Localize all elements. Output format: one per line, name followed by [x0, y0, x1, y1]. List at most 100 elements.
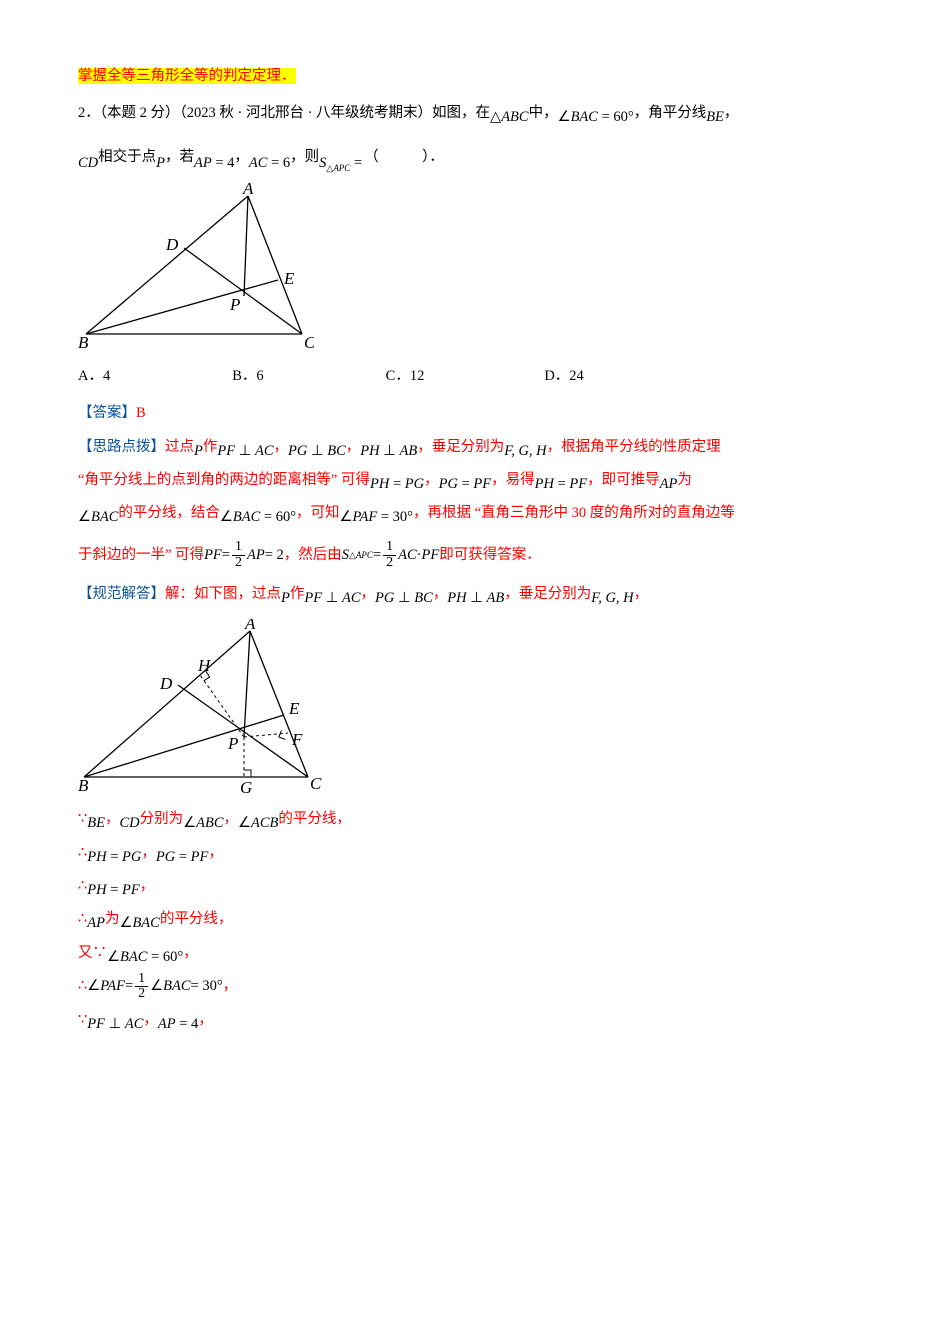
ang-bac: ∠BAC = 60°	[558, 101, 634, 134]
hint-l2: “角平分线上的点到角的两边的距离相等” 可得	[78, 464, 370, 497]
s7c: ，	[198, 1004, 213, 1037]
answer-line: 【答案】B	[78, 397, 872, 430]
s6-therefore: ∴	[78, 970, 87, 1003]
q-ap: AP = 4	[194, 147, 234, 180]
top-note: 掌握全等三角形全等的判定定理．	[78, 60, 872, 93]
solve-l1d: ，	[634, 578, 649, 611]
hint-bracket: 【思路点拨】	[78, 431, 165, 464]
s4-therefore: ∴	[78, 903, 87, 936]
s1e: 的平分线，	[278, 803, 351, 836]
hint-line3: ∠BAC 的平分线，结合 ∠BAC = 60° ，可知 ∠PAF = 30° ，…	[78, 497, 872, 530]
hint-l3c: ，可知	[296, 497, 340, 530]
s2-pgpf: PG = PF	[156, 841, 209, 874]
tri-abc: △△ABCABC	[490, 101, 529, 134]
q-l2a: 相交于点	[98, 141, 156, 174]
solve-ph: PH ⊥ AB	[447, 582, 504, 615]
s4-ap: AP	[87, 907, 105, 940]
s2b: ，	[141, 837, 156, 870]
hint-l2b: 为	[677, 464, 692, 497]
s3-phpf: PH = PF	[87, 874, 140, 907]
s7-ap: AP = 4	[158, 1008, 198, 1041]
hint-c4: ，易得	[491, 464, 535, 497]
solve-line1: 【规范解答】 解：如下图，过点 P 作 PF ⊥ AC ， PG ⊥ BC ， …	[78, 578, 872, 611]
hint-l1c: ，垂足分别为	[417, 431, 504, 464]
hint-l1d: ，根据角平分线的性质定理	[547, 431, 721, 464]
q-cd: CD	[78, 147, 98, 180]
solve-l1b: 作	[290, 578, 305, 611]
hint-pf: PF ⊥ AC	[217, 435, 273, 468]
svg-text:E: E	[283, 269, 295, 288]
hint-pf-eq: PF = 12 AP = 2	[204, 539, 284, 572]
svg-text:H: H	[197, 656, 212, 675]
figure-1: ABCDEP	[78, 182, 872, 354]
hint-pgpf: PG = PF	[439, 468, 492, 501]
svg-text:C: C	[304, 333, 314, 352]
highlight-text: 掌握全等三角形全等的判定定理．	[78, 68, 296, 84]
hint-ph: PH ⊥ AB	[360, 435, 417, 468]
s2-therefore: ∴	[78, 837, 87, 870]
hint-line2: “角平分线上的点到角的两边的距离相等” 可得 PH = PG ， PG = PF…	[78, 464, 872, 497]
q-ac: AC = 6	[249, 147, 290, 180]
hint-l1b: 作	[203, 431, 218, 464]
hint-p: P	[194, 435, 203, 468]
option-b[interactable]: B．6	[232, 360, 263, 393]
hint-paf30: ∠PAF = 30°	[340, 501, 413, 534]
solve-l1c: ，垂足分别为	[504, 578, 591, 611]
s2-phpg: PH = PG	[87, 841, 141, 874]
s7-because: ∵	[78, 1004, 87, 1037]
question-line2: CD 相交于点 P ，若 AP = 4 ， AC = 6 ，则 S△APC = …	[78, 141, 872, 174]
q-mid1: 中，	[529, 97, 558, 130]
svg-text:D: D	[159, 674, 173, 693]
triangle-figure-1: ABCDEP	[78, 182, 314, 354]
q-comma: ，	[724, 97, 739, 130]
s1-be: BE	[87, 807, 105, 840]
q-l2b: ，若	[165, 141, 194, 174]
solve-c2: ，	[433, 578, 448, 611]
s1d: ，	[224, 803, 239, 836]
solve-c1: ，	[361, 578, 376, 611]
s4c: 的平分线，	[160, 903, 233, 936]
hint-line1: 【思路点拨】 过点 P 作 PF ⊥ AC ， PG ⊥ BC ， PH ⊥ A…	[78, 431, 872, 464]
solve-pf: PF ⊥ AC	[304, 582, 360, 615]
svg-text:F: F	[291, 730, 303, 749]
s5-bac: ∠BAC = 60°	[107, 941, 183, 974]
s3b: ，	[140, 870, 155, 903]
s7-pf: PF ⊥ AC	[87, 1008, 143, 1041]
option-d[interactable]: D．24	[544, 360, 583, 393]
hint-angbac: ∠BAC	[78, 501, 118, 534]
hint-sapc: S△APC = 12 AC · PF	[342, 539, 439, 572]
solve-p: P	[281, 582, 290, 615]
s1c: 分别为	[140, 803, 184, 836]
step5: 又∵ ∠BAC = 60° ，	[78, 937, 872, 970]
hint-c5: ，即可推导	[587, 464, 660, 497]
q-paren: （ ）．	[364, 141, 444, 174]
hint-l3b: 的平分线，结合	[118, 497, 220, 530]
hint-c2: ，	[346, 431, 361, 464]
hint-ap: AP	[660, 468, 678, 501]
s1-acb: ∠ACB	[238, 807, 278, 840]
q-be: BE	[706, 101, 724, 134]
hint-c1: ，	[274, 431, 289, 464]
option-a[interactable]: A．4	[78, 360, 110, 393]
figure-2: ABCDEPHFG	[78, 619, 872, 799]
s3-therefore: ∴	[78, 870, 87, 903]
hint-phpg: PH = PG	[370, 468, 424, 501]
step1: ∵ BE ， CD 分别为 ∠ABC ， ∠ACB 的平分线，	[78, 803, 872, 836]
triangle-figure-2: ABCDEPHFG	[78, 619, 322, 799]
step2: ∴ PH = PG ， PG = PF ，	[78, 837, 872, 870]
s4-bac: ∠BAC	[119, 907, 159, 940]
option-c[interactable]: C．12	[386, 360, 425, 393]
s4b: 为	[105, 903, 120, 936]
solve-bracket: 【规范解答】	[78, 578, 165, 611]
s1-abc: ∠ABC	[183, 807, 223, 840]
hint-l3d: ，再根据 “直角三角形中 30 度的角所对的直角边等	[413, 497, 735, 530]
question-line1: 2．（本题 2 分）（2023 秋 · 河北邢台 · 八年级统考期末）如图，在 …	[78, 97, 872, 130]
hint-line4: 于斜边的一半” 可得 PF = 12 AP = 2 ，然后由 S△APC = 1…	[78, 539, 872, 572]
s1b: ，	[105, 803, 120, 836]
s5-because: 又∵	[78, 937, 107, 970]
step4: ∴ AP 为 ∠BAC 的平分线，	[78, 903, 872, 936]
svg-text:P: P	[227, 734, 238, 753]
svg-text:G: G	[240, 778, 252, 797]
hint-phpf: PH = PF	[535, 468, 588, 501]
q-mid2: ，角平分线	[634, 97, 707, 130]
